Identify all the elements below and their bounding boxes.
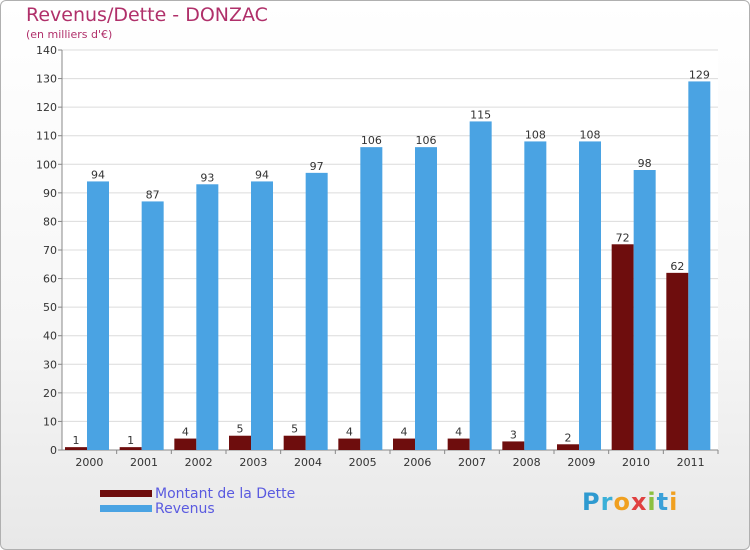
- debt-value-label: 2: [565, 431, 572, 444]
- y-tick-label: 20: [43, 387, 57, 400]
- proxiti-logo: Proxiti: [582, 488, 678, 516]
- x-tick-label: 2001: [130, 456, 158, 469]
- revenue-value-label: 115: [470, 108, 491, 121]
- debt-value-label: 5: [291, 423, 298, 436]
- revenue-bar: [360, 147, 383, 450]
- revenue-bar: [87, 181, 109, 450]
- debt-bar: [502, 441, 525, 450]
- y-tick-label: 50: [43, 301, 57, 314]
- revenue-bar: [141, 201, 164, 450]
- y-tick-label: 120: [36, 101, 57, 114]
- debt-bar: [666, 272, 689, 450]
- legend-label-debt: Montant de la Dette: [155, 486, 296, 502]
- revenue-value-label: 108: [580, 128, 601, 141]
- debt-bar: [557, 444, 579, 450]
- y-tick-label: 40: [43, 330, 57, 343]
- logo-letter: P: [582, 488, 601, 516]
- revenue-value-label: 106: [361, 134, 382, 147]
- revenue-bar: [633, 170, 656, 450]
- debt-value-label: 4: [401, 426, 408, 439]
- x-tick-label: 2011: [677, 456, 705, 469]
- y-tick-label: 70: [43, 244, 57, 257]
- y-tick-label: 10: [43, 415, 57, 428]
- revenue-value-label: 108: [525, 128, 546, 141]
- debt-value-label: 4: [346, 426, 353, 439]
- y-tick-label: 80: [43, 215, 57, 228]
- revenue-value-label: 129: [689, 68, 710, 81]
- x-tick-label: 2005: [349, 456, 377, 469]
- revenue-value-label: 94: [91, 168, 105, 181]
- legend-swatch-revenue: [100, 505, 152, 512]
- x-tick-label: 2004: [294, 456, 322, 469]
- debt-value-label: 1: [73, 434, 80, 447]
- chart-subtitle: (en milliers d'€): [26, 28, 113, 41]
- debt-bar: [283, 435, 306, 450]
- debt-value-label: 3: [510, 428, 517, 441]
- logo-letter: x: [630, 488, 648, 516]
- revenue-bar: [196, 184, 219, 451]
- revenue-value-label: 98: [638, 157, 652, 170]
- debt-bar: [65, 447, 87, 450]
- x-tick-label: 2008: [513, 456, 541, 469]
- logo-letter: i: [669, 488, 679, 516]
- y-tick-label: 110: [36, 130, 57, 143]
- revenue-bar: [415, 147, 437, 450]
- debt-bar: [338, 438, 361, 450]
- debt-bar: [174, 438, 197, 450]
- revenue-value-label: 87: [146, 188, 160, 201]
- debt-value-label: 72: [616, 231, 630, 244]
- x-tick-label: 2006: [403, 456, 431, 469]
- logo-letter: i: [647, 488, 657, 516]
- revenue-value-label: 106: [416, 134, 437, 147]
- debt-value-label: 4: [182, 426, 189, 439]
- logo-letter: r: [600, 488, 614, 516]
- legend-label-revenue: Revenus: [155, 501, 215, 517]
- y-tick-label: 30: [43, 358, 57, 371]
- x-tick-label: 2003: [239, 456, 267, 469]
- debt-value-label: 1: [127, 434, 134, 447]
- revenue-value-label: 97: [310, 160, 324, 173]
- revenue-bar: [579, 141, 601, 450]
- y-tick-label: 0: [50, 444, 57, 457]
- debt-value-label: 4: [455, 426, 462, 439]
- legend-swatch-debt: [100, 490, 152, 497]
- y-tick-label: 140: [36, 44, 57, 57]
- revenue-value-label: 93: [200, 171, 214, 184]
- y-tick-label: 130: [36, 73, 57, 86]
- debt-bar: [229, 435, 251, 450]
- debt-value-label: 5: [237, 423, 244, 436]
- chart-title: Revenus/Dette - DONZAC: [26, 4, 268, 26]
- revenue-bar: [251, 181, 273, 450]
- y-tick-label: 60: [43, 273, 57, 286]
- x-tick-label: 2009: [567, 456, 595, 469]
- revenue-bar: [688, 81, 711, 450]
- revenue-bar: [469, 121, 492, 450]
- x-tick-label: 2010: [622, 456, 650, 469]
- x-tick-label: 2000: [75, 456, 103, 469]
- revenue-bar: [305, 172, 328, 450]
- revenue-bar: [524, 141, 547, 450]
- revenue-value-label: 94: [255, 168, 269, 181]
- debt-value-label: 62: [670, 260, 684, 273]
- debt-bar: [393, 438, 415, 450]
- y-tick-label: 90: [43, 187, 57, 200]
- y-tick-label: 100: [36, 158, 57, 171]
- debt-bar: [119, 447, 142, 450]
- logo-letter: o: [613, 488, 631, 516]
- x-tick-label: 2002: [185, 456, 213, 469]
- logo-letter: t: [656, 488, 670, 516]
- debt-bar: [611, 244, 634, 450]
- x-tick-label: 2007: [458, 456, 486, 469]
- debt-bar: [447, 438, 470, 450]
